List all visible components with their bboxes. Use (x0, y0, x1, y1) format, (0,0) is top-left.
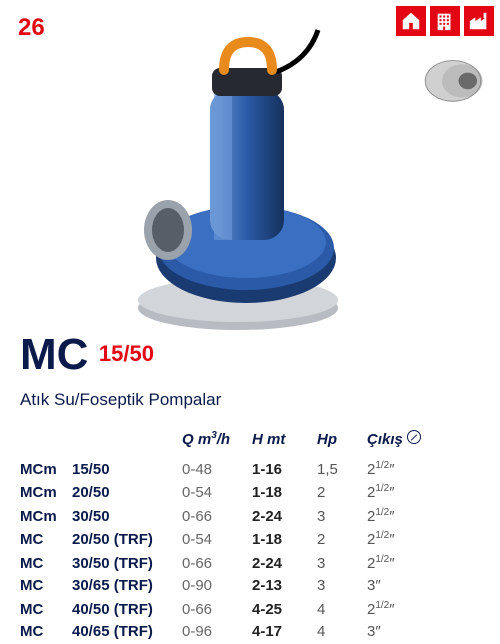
model-prefix: MCm (20, 459, 72, 482)
outlet-value: 21/2″ (367, 481, 447, 505)
power-value: 3 (317, 506, 367, 529)
outlet-value: 21/2″ (367, 552, 447, 576)
head-value: 4-17 (252, 621, 317, 644)
power-value: 4 (317, 599, 367, 622)
model-prefix: MC (20, 599, 72, 622)
head-value: 4-25 (252, 599, 317, 622)
header-power: Hp (317, 429, 367, 452)
head-value: 2-13 (252, 575, 317, 598)
power-value: 2 (317, 529, 367, 552)
model-code: 20/50 (TRF) (72, 529, 182, 552)
model-code: 15/50 (72, 459, 182, 482)
model-code: 40/50 (TRF) (72, 599, 182, 622)
header-head: H mt (252, 429, 317, 452)
impeller-thumbnail (416, 54, 490, 108)
power-value: 4 (317, 621, 367, 644)
table-row: MC40/50 (TRF)0-664-25421/2″ (20, 598, 480, 622)
power-value: 2 (317, 482, 367, 505)
outlet-value: 3″ (367, 575, 447, 598)
series-suffix: 15/50 (99, 341, 154, 366)
head-value: 2-24 (252, 553, 317, 576)
outlet-value: 21/2″ (367, 528, 447, 552)
power-value: 1,5 (317, 459, 367, 482)
power-value: 3 (317, 575, 367, 598)
table-row: MC30/65 (TRF)0-902-1333″ (20, 575, 480, 598)
outlet-value: 21/2″ (367, 505, 447, 529)
pump-product-image (108, 20, 368, 340)
model-prefix: MC (20, 529, 72, 552)
spec-table: Q m3/h H mt Hp Çıkış MCm15/500-481-161,5… (20, 428, 480, 644)
header-outlet: Çıkış (367, 429, 447, 452)
page-number: 26 (18, 14, 45, 42)
product-category: Atık Su/Foseptik Pompalar (20, 390, 221, 410)
outlet-value: 3″ (367, 621, 447, 644)
flow-value: 0-96 (182, 621, 252, 644)
title-block: MC 15/50 Atık Su/Foseptik Pompalar (20, 330, 221, 410)
head-value: 1-18 (252, 482, 317, 505)
flow-value: 0-90 (182, 575, 252, 598)
industrial-icon (464, 6, 494, 36)
outlet-value: 21/2″ (367, 598, 447, 622)
model-code: 30/50 (72, 506, 182, 529)
series-name: MC (20, 330, 88, 380)
commercial-icon (430, 6, 460, 36)
flow-value: 0-54 (182, 529, 252, 552)
model-prefix: MCm (20, 506, 72, 529)
power-value: 3 (317, 553, 367, 576)
flow-value: 0-66 (182, 506, 252, 529)
table-row: MCm30/500-662-24321/2″ (20, 505, 480, 529)
model-code: 20/50 (72, 482, 182, 505)
residential-icon (396, 6, 426, 36)
model-prefix: MCm (20, 482, 72, 505)
diameter-icon (407, 430, 421, 444)
model-code: 30/65 (TRF) (72, 575, 182, 598)
flow-value: 0-66 (182, 553, 252, 576)
table-header-row: Q m3/h H mt Hp Çıkış (20, 428, 480, 452)
model-code: 40/65 (TRF) (72, 621, 182, 644)
table-row: MCm20/500-541-18221/2″ (20, 481, 480, 505)
flow-value: 0-48 (182, 459, 252, 482)
model-prefix: MC (20, 575, 72, 598)
outlet-value: 21/2″ (367, 458, 447, 482)
flow-value: 0-66 (182, 599, 252, 622)
table-row: MCm15/500-481-161,521/2″ (20, 458, 480, 482)
head-value: 1-16 (252, 459, 317, 482)
model-prefix: MC (20, 621, 72, 644)
model-code: 30/50 (TRF) (72, 553, 182, 576)
table-row: MC30/50 (TRF)0-662-24321/2″ (20, 552, 480, 576)
head-value: 2-24 (252, 506, 317, 529)
head-value: 1-18 (252, 529, 317, 552)
model-prefix: MC (20, 553, 72, 576)
header-flow: Q m3/h (182, 428, 252, 452)
flow-value: 0-54 (182, 482, 252, 505)
table-row: MC40/65 (TRF)0-964-1743″ (20, 621, 480, 644)
table-row: MC20/50 (TRF)0-541-18221/2″ (20, 528, 480, 552)
application-icon-strip (396, 6, 494, 36)
